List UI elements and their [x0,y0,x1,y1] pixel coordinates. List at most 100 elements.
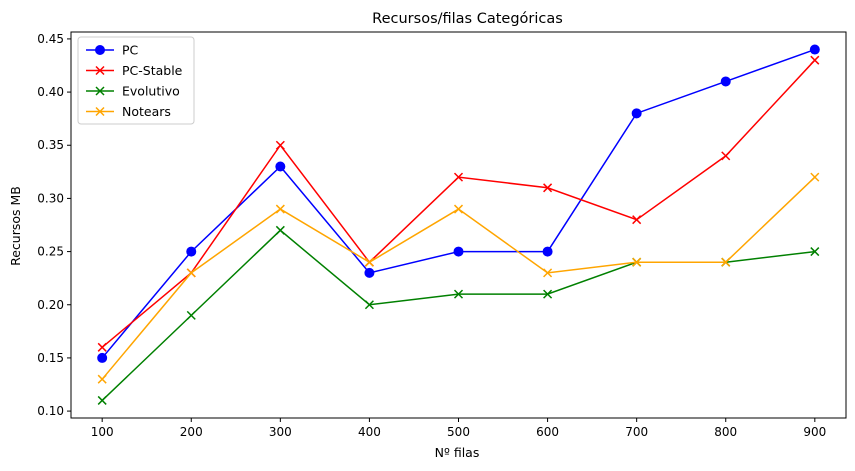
data-point-evolutivo [275,225,285,235]
data-point-pc-stable [453,172,464,182]
marker-stroke [364,300,374,310]
data-point-notears [543,268,553,278]
legend-box [77,36,195,125]
legend-item-evolutivo: Evolutivo [86,84,180,99]
y-tick-label: 0.25 [37,245,64,259]
legend-item-pc-stable: PC-Stable [86,63,183,78]
marker-stroke [632,215,642,225]
y-tick-label: 0.20 [37,298,64,312]
legend-marker [95,86,105,96]
data-point-notears [453,204,464,214]
legend-label: Notears [122,104,171,119]
legend-label: PC [122,43,139,58]
y-tick-label: 0.30 [37,191,64,205]
data-point-evolutivo [364,300,374,310]
data-point-pc [186,246,197,257]
x-tick-label: 900 [803,425,826,439]
data-point-pc [631,108,642,119]
legend-label: PC-Stable [122,63,183,78]
legend-marker [95,106,105,117]
marker-stroke [275,225,285,235]
data-point-pc [364,267,375,278]
data-point-notears [275,204,285,214]
marker-stroke [543,289,553,299]
marker-stroke [810,55,820,65]
data-point-pc [809,44,820,55]
legend-marker [95,45,105,55]
data-point-evolutivo [97,395,107,405]
data-point-pc [720,76,731,87]
marker-stroke [186,268,196,278]
marker-stroke [95,106,105,117]
legend-marker [95,65,105,76]
data-point-notears [186,268,196,278]
marker-stroke [543,183,553,193]
marker-stroke [186,310,196,320]
data-point-notears [97,374,107,384]
marker-stroke [95,65,105,76]
x-tick-label: 700 [625,425,648,439]
data-point-pc [275,161,286,172]
data-point-pc-stable [543,183,553,193]
y-tick-label: 0.45 [37,32,64,46]
series-pc-stable [97,55,820,352]
marker-stroke [97,342,107,352]
series-layer [97,44,820,405]
series-line-pc [101,48,816,359]
marker-stroke [97,395,107,405]
marker-stroke [810,172,820,182]
data-point-evolutivo [453,289,464,299]
data-point-notears [721,257,731,267]
x-axis-title: Nº filas [435,445,480,460]
legend: PC PC-Stable Evolutivo Notears [77,36,195,125]
data-point-evolutivo [810,247,820,257]
legend-label: Evolutivo [122,84,180,99]
axis-ticks: 100 200 300 400 500 600 700 800 900 0.10 0.15 0.20 0… [37,32,826,439]
data-point-evolutivo [186,310,196,320]
x-tick-label: 800 [714,425,737,439]
series-pc [97,44,820,363]
data-point-pc [542,246,553,257]
x-tick-label: 300 [269,425,292,439]
marker-stroke [453,204,464,214]
series-line-pc-stable [101,59,816,348]
marker-stroke [721,151,731,161]
plot-frame [70,31,847,419]
data-point-evolutivo [543,289,553,299]
data-point-pc-stable [632,215,642,225]
x-tick-label: 200 [180,425,203,439]
marker-stroke [275,204,285,214]
data-point-pc [97,352,108,363]
data-point-pc [453,246,464,257]
marker-stroke [543,268,553,278]
x-tick-label: 400 [358,425,381,439]
y-tick-label: 0.35 [37,138,64,152]
data-point-notears [632,257,642,267]
data-point-pc-stable [275,140,285,150]
y-tick-label: 0.10 [37,404,64,418]
x-tick-label: 500 [447,425,470,439]
marker-stroke [810,247,820,257]
marker-stroke [97,374,107,384]
marker-stroke [275,140,285,150]
marker-stroke [95,86,105,96]
series-notears [97,172,820,384]
data-point-notears [810,172,820,182]
marker-stroke [632,257,642,267]
y-tick-label: 0.40 [37,85,64,99]
data-point-pc-stable [810,55,820,65]
legend-item-pc: PC [86,43,139,58]
data-point-pc-stable [97,342,107,352]
marker-stroke [453,172,464,182]
data-point-pc-stable [721,151,731,161]
marker-stroke [453,289,464,299]
x-tick-label: 600 [536,425,559,439]
x-tick-label: 100 [91,425,114,439]
marker-stroke [721,257,731,267]
y-axis-title: Recursos MB [8,186,23,266]
chart-title: Recursos/filas Categóricas [372,11,563,27]
marker-stroke [364,257,374,267]
legend-item-notears: Notears [86,104,171,119]
y-tick-label: 0.15 [37,351,64,365]
